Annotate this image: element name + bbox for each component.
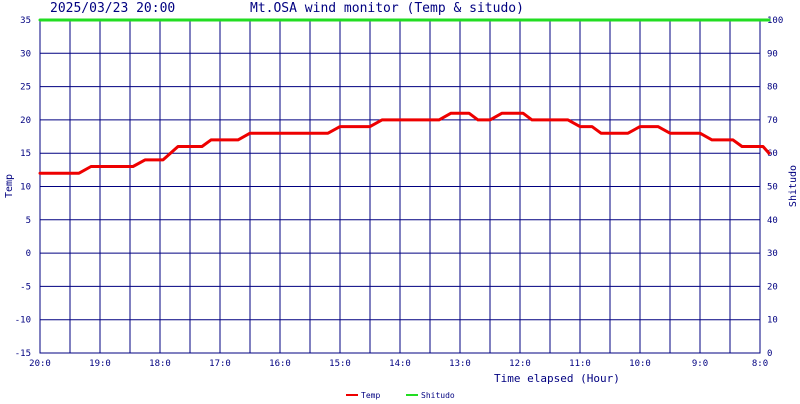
x-tick-label: 8:0: [752, 359, 768, 369]
header-timestamp: 2025/03/23 20:00: [50, 1, 175, 16]
left-tick-label: 25: [20, 83, 31, 93]
x-tick-label: 14:0: [389, 359, 411, 369]
x-tick-label: 17:0: [209, 359, 231, 369]
right-tick-label: 60: [767, 149, 778, 159]
legend: Temp Shitudo: [346, 391, 455, 400]
x-tick-label: 20:0: [29, 359, 51, 369]
x-axis-ticks: 20:0 19:0 18:0 17:0 16:0 15:0 14:0 13:0 12:0 11:0…: [29, 359, 768, 369]
left-tick-label: 10: [20, 183, 31, 193]
x-tick-label: 13:0: [449, 359, 471, 369]
legend-label-shitudo: Shitudo: [421, 391, 455, 400]
right-tick-label: 100: [767, 16, 783, 26]
left-tick-label: 15: [20, 149, 31, 159]
right-tick-label: 20: [767, 282, 778, 292]
right-tick-label: 10: [767, 316, 778, 326]
x-tick-label: 16:0: [269, 359, 291, 369]
x-tick-label: 18:0: [149, 359, 171, 369]
grid-lines: [40, 20, 760, 353]
left-tick-label: 0: [26, 249, 31, 259]
left-tick-label: -10: [15, 316, 31, 326]
series-lines: [38, 18, 771, 175]
x-tick-label: 9:0: [692, 359, 708, 369]
left-axis-ticks: 35 30 25 20 15 10 5 0 -5 -10 -15: [15, 16, 31, 359]
legend-label-temp: Temp: [361, 391, 380, 400]
right-tick-label: 0: [767, 349, 772, 359]
right-tick-label: 40: [767, 216, 778, 226]
chart-title: Mt.OSA wind monitor (Temp & situdo): [250, 1, 524, 16]
x-axis-label: Time elapsed (Hour): [494, 372, 620, 385]
right-tick-label: 30: [767, 249, 778, 259]
left-tick-label: 30: [20, 49, 31, 59]
right-axis-label: Shitudo: [788, 165, 799, 207]
left-tick-label: 5: [26, 216, 31, 226]
x-tick-label: 11:0: [569, 359, 591, 369]
x-tick-label: 15:0: [329, 359, 351, 369]
right-tick-label: 90: [767, 49, 778, 59]
left-axis-label: Temp: [4, 174, 15, 198]
right-tick-label: 50: [767, 183, 778, 193]
x-tick-label: 12:0: [509, 359, 531, 369]
left-tick-label: 35: [20, 16, 31, 26]
x-tick-label: 19:0: [89, 359, 111, 369]
left-tick-label: -15: [15, 349, 31, 359]
left-tick-label: -5: [20, 282, 31, 292]
right-tick-label: 80: [767, 83, 778, 93]
right-tick-label: 70: [767, 116, 778, 126]
series-line-temp: [38, 111, 771, 175]
x-tick-label: 10:0: [629, 359, 651, 369]
left-tick-label: 20: [20, 116, 31, 126]
